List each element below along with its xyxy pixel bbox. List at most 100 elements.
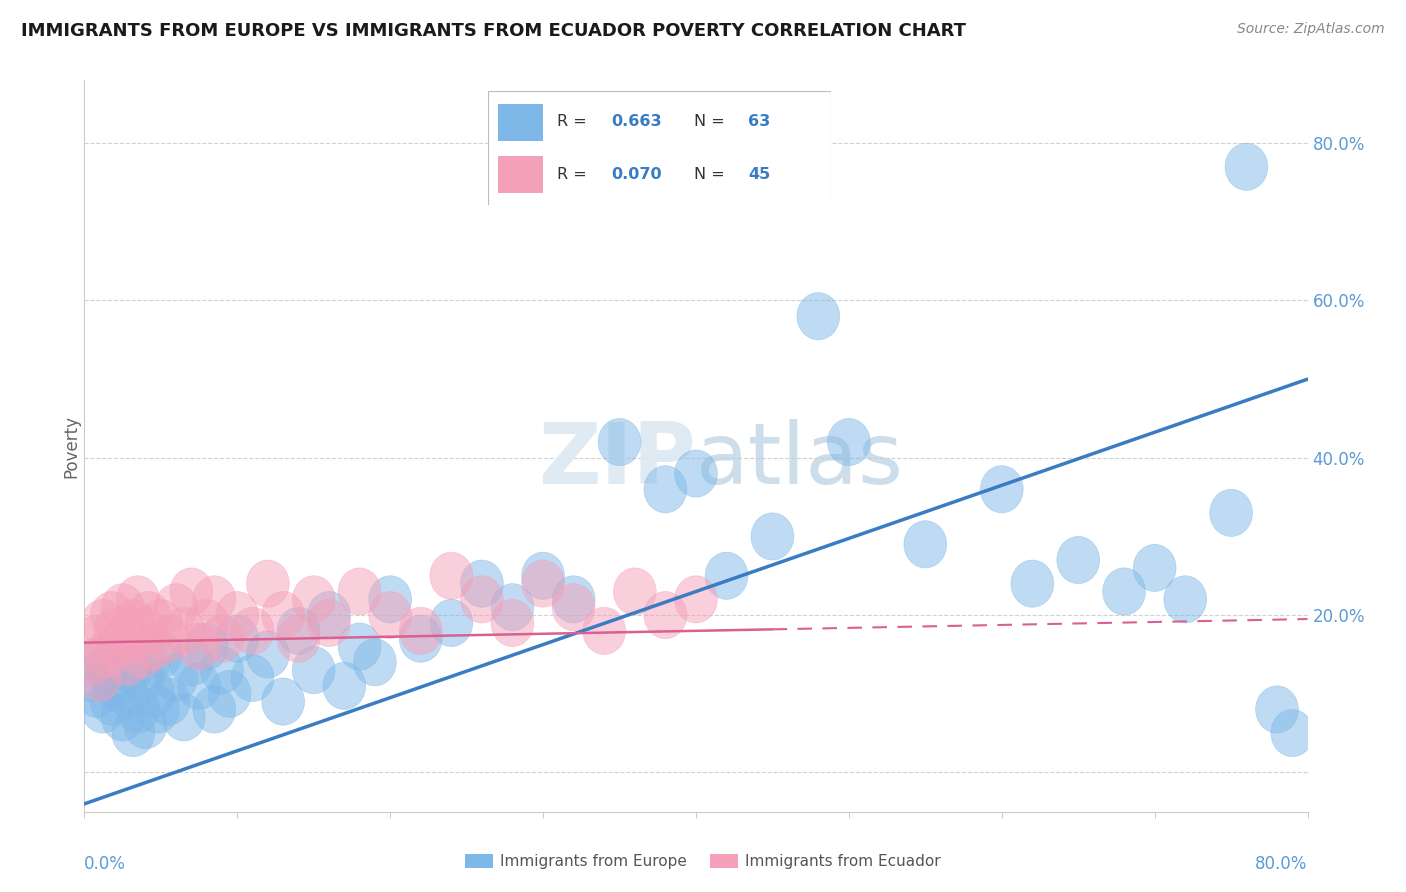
Y-axis label: Poverty: Poverty [62,415,80,477]
Ellipse shape [980,466,1024,513]
Ellipse shape [94,662,136,709]
Ellipse shape [186,599,228,647]
Ellipse shape [139,631,183,678]
Ellipse shape [97,623,139,670]
Ellipse shape [1133,544,1175,591]
Ellipse shape [339,623,381,670]
Text: Source: ZipAtlas.com: Source: ZipAtlas.com [1237,22,1385,37]
Text: 0.0%: 0.0% [84,855,127,873]
Ellipse shape [583,607,626,655]
Ellipse shape [217,591,259,639]
Ellipse shape [112,709,155,756]
Ellipse shape [1164,575,1206,623]
Ellipse shape [127,639,170,686]
Text: 80.0%: 80.0% [1256,855,1308,873]
Ellipse shape [1225,144,1268,190]
Ellipse shape [79,655,121,702]
Ellipse shape [904,521,946,568]
Ellipse shape [70,655,114,702]
Ellipse shape [1102,568,1146,615]
Ellipse shape [186,623,228,670]
Ellipse shape [139,599,183,647]
Ellipse shape [308,591,350,639]
Ellipse shape [75,670,118,717]
Ellipse shape [82,599,124,647]
Ellipse shape [522,552,564,599]
Ellipse shape [162,607,205,655]
Ellipse shape [112,599,155,647]
Ellipse shape [231,607,274,655]
Text: IMMIGRANTS FROM EUROPE VS IMMIGRANTS FROM ECUADOR POVERTY CORRELATION CHART: IMMIGRANTS FROM EUROPE VS IMMIGRANTS FRO… [21,22,966,40]
Ellipse shape [170,568,212,615]
Ellipse shape [193,575,236,623]
Ellipse shape [86,631,129,678]
Ellipse shape [675,450,717,497]
Ellipse shape [177,662,221,709]
Ellipse shape [155,583,197,631]
Ellipse shape [399,615,441,662]
Ellipse shape [491,583,534,631]
Ellipse shape [108,647,152,694]
Ellipse shape [90,678,134,725]
Ellipse shape [339,568,381,615]
Ellipse shape [613,568,657,615]
Ellipse shape [675,575,717,623]
Ellipse shape [353,639,396,686]
Ellipse shape [1271,709,1313,756]
Ellipse shape [70,639,114,686]
Ellipse shape [132,670,174,717]
Ellipse shape [461,575,503,623]
Ellipse shape [246,560,290,607]
Ellipse shape [644,591,686,639]
Ellipse shape [246,631,290,678]
Ellipse shape [308,599,350,647]
Ellipse shape [86,647,129,694]
Ellipse shape [461,560,503,607]
Ellipse shape [117,686,159,733]
Ellipse shape [108,615,152,662]
Text: ZIP: ZIP [538,419,696,502]
Ellipse shape [75,615,118,662]
Ellipse shape [323,662,366,709]
Ellipse shape [79,639,121,686]
Ellipse shape [522,560,564,607]
Legend: Immigrants from Europe, Immigrants from Ecuador: Immigrants from Europe, Immigrants from … [458,847,948,875]
Ellipse shape [828,418,870,466]
Ellipse shape [105,639,149,686]
Ellipse shape [368,591,412,639]
Ellipse shape [94,607,136,655]
Ellipse shape [1057,536,1099,583]
Ellipse shape [277,607,319,655]
Ellipse shape [121,631,165,678]
Ellipse shape [399,607,441,655]
Ellipse shape [162,694,205,741]
Ellipse shape [101,694,143,741]
Ellipse shape [1011,560,1053,607]
Ellipse shape [277,615,319,662]
Ellipse shape [262,678,305,725]
Ellipse shape [553,583,595,631]
Ellipse shape [208,670,252,717]
Ellipse shape [105,670,149,717]
Ellipse shape [797,293,839,340]
Ellipse shape [751,513,794,560]
Ellipse shape [262,591,305,639]
Ellipse shape [201,647,243,694]
Ellipse shape [101,583,143,631]
Ellipse shape [177,623,221,670]
Ellipse shape [90,591,134,639]
Ellipse shape [368,575,412,623]
Ellipse shape [217,615,259,662]
Ellipse shape [598,418,641,466]
Ellipse shape [292,575,335,623]
Ellipse shape [148,678,190,725]
Ellipse shape [644,466,686,513]
Ellipse shape [430,599,472,647]
Ellipse shape [148,615,190,662]
Ellipse shape [1256,686,1298,733]
Ellipse shape [170,639,212,686]
Ellipse shape [1209,489,1253,536]
Ellipse shape [292,647,335,694]
Text: atlas: atlas [696,419,904,502]
Ellipse shape [491,599,534,647]
